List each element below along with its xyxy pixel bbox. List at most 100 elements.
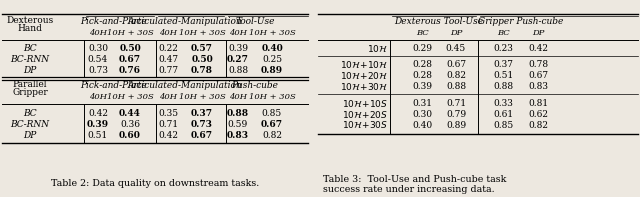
Text: 0.42: 0.42	[88, 109, 108, 117]
Text: 0.89: 0.89	[261, 65, 283, 74]
Text: $10\mathcal{H}\!+\!30\mathcal{H}$: $10\mathcal{H}\!+\!30\mathcal{H}$	[340, 81, 388, 91]
Text: 0.73: 0.73	[191, 120, 213, 128]
Text: 40H: 40H	[229, 29, 247, 37]
Text: DP: DP	[450, 29, 462, 37]
Text: DP: DP	[24, 65, 36, 74]
Text: Articulated-Manipulation: Articulated-Manipulation	[128, 17, 243, 25]
Text: $10\mathcal{H}\!+\!30S$: $10\mathcal{H}\!+\!30S$	[342, 120, 388, 130]
Text: DP: DP	[532, 29, 544, 37]
Text: 0.67: 0.67	[261, 120, 283, 128]
Text: 0.39: 0.39	[228, 44, 248, 52]
Text: 0.77: 0.77	[158, 65, 178, 74]
Text: 0.36: 0.36	[120, 120, 140, 128]
Text: 0.88: 0.88	[446, 82, 466, 90]
Text: 0.78: 0.78	[191, 65, 213, 74]
Text: BC: BC	[416, 29, 428, 37]
Text: 0.40: 0.40	[412, 121, 432, 129]
Text: 0.89: 0.89	[446, 121, 466, 129]
Text: $10\mathcal{H}\!+\!20\mathcal{H}$: $10\mathcal{H}\!+\!20\mathcal{H}$	[340, 70, 388, 81]
Text: $10\mathcal{H}\!+\!10S$: $10\mathcal{H}\!+\!10S$	[342, 98, 388, 109]
Text: $10\mathcal{H}\!+\!20S$: $10\mathcal{H}\!+\!20S$	[342, 109, 388, 120]
Text: 0.44: 0.44	[119, 109, 141, 117]
Text: $10\mathcal{H}$: $10\mathcal{H}$	[367, 43, 388, 54]
Text: 0.39: 0.39	[87, 120, 109, 128]
Text: 0.22: 0.22	[158, 44, 178, 52]
Text: 40H: 40H	[159, 93, 177, 101]
Text: 0.82: 0.82	[446, 71, 466, 80]
Text: 0.47: 0.47	[158, 55, 178, 63]
Text: 0.67: 0.67	[191, 130, 213, 139]
Text: 40H: 40H	[159, 29, 177, 37]
Text: 0.27: 0.27	[227, 55, 249, 63]
Text: 40H: 40H	[89, 93, 107, 101]
Text: 0.61: 0.61	[493, 110, 513, 119]
Text: 0.62: 0.62	[528, 110, 548, 119]
Text: BC: BC	[497, 29, 509, 37]
Text: 10H + 30S: 10H + 30S	[179, 93, 225, 101]
Text: 0.29: 0.29	[412, 44, 432, 52]
Text: 0.78: 0.78	[528, 59, 548, 69]
Text: 10H + 30S: 10H + 30S	[248, 93, 296, 101]
Text: 0.79: 0.79	[446, 110, 466, 119]
Text: 10H + 30S: 10H + 30S	[107, 93, 154, 101]
Text: 0.30: 0.30	[412, 110, 432, 119]
Text: 0.42: 0.42	[158, 130, 178, 139]
Text: 0.23: 0.23	[493, 44, 513, 52]
Text: 10H + 30S: 10H + 30S	[248, 29, 296, 37]
Text: 0.45: 0.45	[446, 44, 466, 52]
Text: 0.76: 0.76	[119, 65, 141, 74]
Text: Hand: Hand	[17, 23, 42, 33]
Text: BC-RNN: BC-RNN	[10, 55, 49, 63]
Text: 0.59: 0.59	[228, 120, 248, 128]
Text: 0.88: 0.88	[227, 109, 249, 117]
Text: 0.82: 0.82	[262, 130, 282, 139]
Text: Dexterous: Dexterous	[6, 16, 54, 24]
Text: Gripper: Gripper	[12, 87, 48, 97]
Text: Table 3:  Tool-Use and Push-cube task: Table 3: Tool-Use and Push-cube task	[323, 176, 506, 185]
Text: 0.51: 0.51	[493, 71, 513, 80]
Text: 0.42: 0.42	[528, 44, 548, 52]
Text: 0.83: 0.83	[227, 130, 249, 139]
Text: Tool-Use: Tool-Use	[236, 17, 275, 25]
Text: BC: BC	[23, 109, 37, 117]
Text: 0.88: 0.88	[493, 82, 513, 90]
Text: 0.82: 0.82	[528, 121, 548, 129]
Text: Dexterous Tool-Use: Dexterous Tool-Use	[394, 17, 484, 25]
Text: 0.67: 0.67	[119, 55, 141, 63]
Text: 0.67: 0.67	[528, 71, 548, 80]
Text: 0.31: 0.31	[412, 98, 432, 108]
Text: 0.83: 0.83	[528, 82, 548, 90]
Text: 0.67: 0.67	[446, 59, 466, 69]
Text: 40H: 40H	[89, 29, 107, 37]
Text: Parallel: Parallel	[13, 80, 47, 88]
Text: 0.50: 0.50	[119, 44, 141, 52]
Text: 0.37: 0.37	[493, 59, 513, 69]
Text: 0.30: 0.30	[88, 44, 108, 52]
Text: Table 2: Data quality on downstream tasks.: Table 2: Data quality on downstream task…	[51, 179, 259, 189]
Text: 0.85: 0.85	[262, 109, 282, 117]
Text: 0.33: 0.33	[493, 98, 513, 108]
Text: 0.28: 0.28	[412, 59, 432, 69]
Text: 0.54: 0.54	[88, 55, 108, 63]
Text: 0.51: 0.51	[88, 130, 108, 139]
Text: 0.39: 0.39	[412, 82, 432, 90]
Text: 10H + 30S: 10H + 30S	[179, 29, 225, 37]
Text: 0.81: 0.81	[528, 98, 548, 108]
Text: 0.57: 0.57	[191, 44, 213, 52]
Text: $10\mathcal{H}\!+\!10\mathcal{H}$: $10\mathcal{H}\!+\!10\mathcal{H}$	[340, 59, 388, 70]
Text: 0.35: 0.35	[158, 109, 178, 117]
Text: 0.37: 0.37	[191, 109, 213, 117]
Text: 40H: 40H	[229, 93, 247, 101]
Text: 0.40: 0.40	[261, 44, 283, 52]
Text: DP: DP	[24, 130, 36, 139]
Text: Articulated-Manipulation: Articulated-Manipulation	[128, 81, 243, 89]
Text: 0.88: 0.88	[228, 65, 248, 74]
Text: 0.71: 0.71	[158, 120, 178, 128]
Text: 0.60: 0.60	[119, 130, 141, 139]
Text: 0.28: 0.28	[412, 71, 432, 80]
Text: Gripper Push-cube: Gripper Push-cube	[478, 17, 563, 25]
Text: Push-cube: Push-cube	[232, 81, 278, 89]
Text: Pick-and-Place: Pick-and-Place	[81, 17, 147, 25]
Text: 0.50: 0.50	[191, 55, 213, 63]
Text: BC-RNN: BC-RNN	[10, 120, 49, 128]
